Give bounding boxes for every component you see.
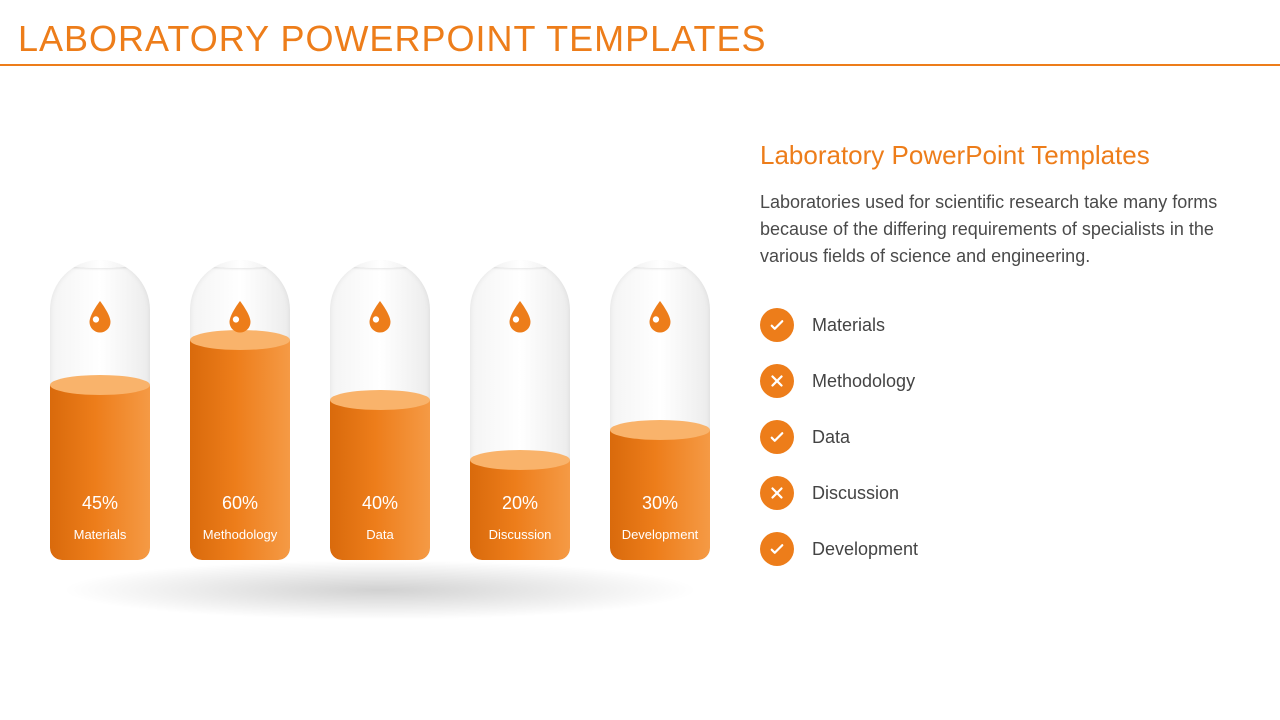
tube-percent: 60% [190, 493, 290, 514]
tube-label: Methodology [190, 527, 290, 542]
tube-label: Data [330, 527, 430, 542]
tube-3: 20% Discussion [460, 260, 580, 560]
subheading: Laboratory PowerPoint Templates [760, 140, 1230, 171]
body-text: Laboratories used for scientific researc… [760, 189, 1230, 270]
tube-chart: 45% Materials 60% Methodology 40% Data 20% Disc… [40, 200, 720, 560]
list-item: Discussion [760, 476, 1230, 510]
drop-icon [642, 298, 678, 334]
tube-label: Development [610, 527, 710, 542]
tube-0: 45% Materials [40, 260, 160, 560]
chart-shadow [60, 560, 700, 620]
tube-cylinder: 20% Discussion [470, 260, 570, 560]
drop-icon [502, 298, 538, 334]
list-item: Methodology [760, 364, 1230, 398]
tube-fill-surface [50, 375, 150, 395]
tube-fill-surface [330, 390, 430, 410]
title-underline [0, 64, 1280, 66]
tube-4: 30% Development [600, 260, 720, 560]
tube-percent: 45% [50, 493, 150, 514]
tube-cylinder: 45% Materials [50, 260, 150, 560]
tube-label: Discussion [470, 527, 570, 542]
tube-percent: 20% [470, 493, 570, 514]
tube-rim [610, 260, 710, 268]
drop-icon [82, 298, 118, 334]
tube-1: 60% Methodology [180, 260, 300, 560]
tube-fill-surface [470, 450, 570, 470]
page-title: LABORATORY POWERPOINT TEMPLATES [18, 18, 767, 60]
tube-cylinder: 30% Development [610, 260, 710, 560]
list-item-label: Materials [812, 315, 885, 336]
check-icon [760, 420, 794, 454]
check-icon [760, 532, 794, 566]
tube-cylinder: 40% Data [330, 260, 430, 560]
tube-rim [50, 260, 150, 268]
tube-2: 40% Data [320, 260, 440, 560]
right-panel: Laboratory PowerPoint Templates Laborato… [760, 140, 1230, 588]
tube-percent: 40% [330, 493, 430, 514]
check-icon [760, 308, 794, 342]
tube-rim [190, 260, 290, 268]
tube-cylinder: 60% Methodology [190, 260, 290, 560]
list-item: Development [760, 532, 1230, 566]
drop-icon [362, 298, 398, 334]
cross-icon [760, 476, 794, 510]
list-item-label: Methodology [812, 371, 915, 392]
list-item-label: Data [812, 427, 850, 448]
list-item-label: Development [812, 539, 918, 560]
tube-percent: 30% [610, 493, 710, 514]
drop-icon [222, 298, 258, 334]
list-item-label: Discussion [812, 483, 899, 504]
tube-fill-surface [610, 420, 710, 440]
list-item: Materials [760, 308, 1230, 342]
tube-label: Materials [50, 527, 150, 542]
cross-icon [760, 364, 794, 398]
tube-rim [330, 260, 430, 268]
list-item: Data [760, 420, 1230, 454]
tube-rim [470, 260, 570, 268]
